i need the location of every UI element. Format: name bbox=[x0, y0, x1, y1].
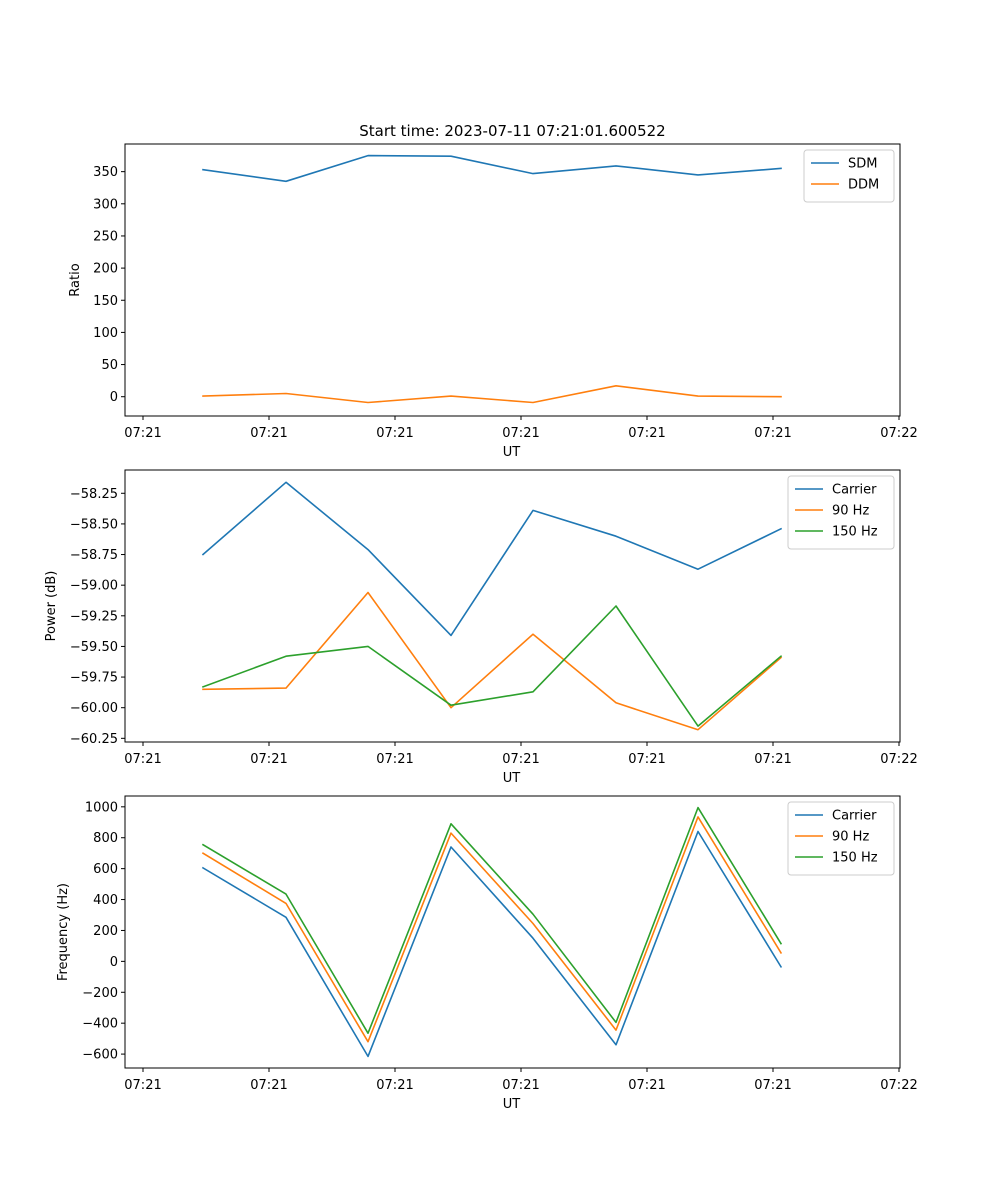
y-tick-label: −400 bbox=[82, 1017, 118, 1032]
y-tick-label: 350 bbox=[93, 165, 118, 180]
subplot-2: 07:21 07:21 07:21 07:21 07:21 07:21 07:22 −60.2… bbox=[44, 469, 918, 786]
y-axis-label: Ratio bbox=[68, 263, 83, 296]
x-tick-label: 07:22 bbox=[880, 426, 917, 441]
x-tick-label: 07:21 bbox=[502, 752, 539, 767]
chart-title: Start time: 2023-07-11 07:21:01.600522 bbox=[359, 122, 665, 140]
y-tick-label: 100 bbox=[93, 326, 118, 341]
y-tick-label: 300 bbox=[93, 197, 118, 212]
x-tick-label: 07:21 bbox=[250, 752, 287, 767]
legend-label: DDM bbox=[848, 178, 879, 193]
y-tick-label: −58.75 bbox=[70, 548, 118, 563]
series-line-90-hz bbox=[202, 591, 783, 731]
y-tick-label: 800 bbox=[93, 831, 118, 846]
x-tick-label: 07:21 bbox=[754, 1078, 791, 1093]
y-tick-label: 150 bbox=[93, 294, 118, 309]
legend: SDM DDM bbox=[803, 149, 895, 203]
x-tick-label: 07:21 bbox=[628, 426, 665, 441]
y-tick-label: 50 bbox=[101, 358, 118, 373]
series-line-carrier bbox=[201, 830, 783, 1058]
x-tick-label: 07:22 bbox=[880, 752, 917, 767]
legend: Carrier 90 Hz 150 Hz bbox=[787, 801, 895, 876]
legend-label: SDM bbox=[848, 157, 877, 172]
y-tick-label: −60.00 bbox=[70, 701, 118, 716]
x-tick-label: 07:22 bbox=[880, 1078, 917, 1093]
x-tick-label: 07:21 bbox=[124, 1078, 161, 1093]
x-tick-label: 07:21 bbox=[754, 426, 791, 441]
x-tick-label: 07:21 bbox=[628, 752, 665, 767]
y-tick-label: 200 bbox=[93, 924, 118, 939]
x-tick-label: 07:21 bbox=[502, 1078, 539, 1093]
series-line-150-hz bbox=[201, 806, 783, 1034]
y-axis-label: Power (dB) bbox=[44, 571, 59, 642]
legend-label: 150 Hz bbox=[832, 851, 878, 866]
y-tick-label: 0 bbox=[110, 955, 118, 970]
x-tick-label: 07:21 bbox=[124, 426, 161, 441]
subplot-3: 07:21 07:21 07:21 07:21 07:21 07:21 07:22 −600 −… bbox=[56, 795, 918, 1112]
y-tick-label: −60.25 bbox=[70, 732, 118, 747]
x-tick-label: 07:21 bbox=[754, 752, 791, 767]
axes-frame bbox=[124, 795, 901, 1069]
legend-label: 90 Hz bbox=[832, 504, 869, 519]
y-tick-label: 400 bbox=[93, 893, 118, 908]
x-tick-label: 07:21 bbox=[124, 752, 161, 767]
x-axis-label: UT bbox=[503, 1097, 521, 1112]
x-tick-label: 07:21 bbox=[250, 1078, 287, 1093]
axes-frame bbox=[124, 469, 901, 743]
y-tick-label: −59.25 bbox=[70, 609, 118, 624]
series-line-ddm bbox=[202, 384, 782, 404]
y-tick-label: 0 bbox=[110, 390, 118, 405]
legend-label: Carrier bbox=[832, 809, 877, 824]
y-tick-label: −59.00 bbox=[70, 579, 118, 594]
y-tick-label: 250 bbox=[93, 229, 118, 244]
y-tick-label: −58.50 bbox=[70, 517, 118, 532]
x-tick-label: 07:21 bbox=[376, 752, 413, 767]
legend: Carrier 90 Hz 150 Hz bbox=[787, 475, 895, 550]
x-axis-label: UT bbox=[503, 445, 521, 460]
legend-label: 150 Hz bbox=[832, 525, 878, 540]
series-line-carrier bbox=[201, 481, 783, 637]
y-axis-label: Frequency (Hz) bbox=[56, 883, 71, 981]
x-tick-label: 07:21 bbox=[250, 426, 287, 441]
y-tick-label: −59.50 bbox=[70, 640, 118, 655]
x-tick-label: 07:21 bbox=[502, 426, 539, 441]
y-tick-label: 200 bbox=[93, 262, 118, 277]
series-line-sdm bbox=[202, 154, 782, 183]
x-tick-label: 07:21 bbox=[376, 1078, 413, 1093]
x-axis-label: UT bbox=[503, 771, 521, 786]
x-tick-label: 07:21 bbox=[376, 426, 413, 441]
subplot-1: 07:21 07:21 07:21 07:21 07:21 07:21 07:22 0 50 10… bbox=[68, 122, 918, 460]
y-tick-label: −58.25 bbox=[70, 487, 118, 502]
legend-label: Carrier bbox=[832, 483, 877, 498]
y-tick-label: 600 bbox=[93, 862, 118, 877]
y-tick-label: −600 bbox=[82, 1048, 118, 1063]
series-line-90-hz bbox=[201, 816, 783, 1043]
y-tick-label: −200 bbox=[82, 986, 118, 1001]
axes-frame bbox=[124, 143, 901, 417]
series-line-150-hz bbox=[201, 605, 783, 727]
legend-label: 90 Hz bbox=[832, 830, 869, 845]
x-tick-label: 07:21 bbox=[628, 1078, 665, 1093]
y-tick-label: 1000 bbox=[85, 800, 118, 815]
y-tick-label: −59.75 bbox=[70, 671, 118, 686]
